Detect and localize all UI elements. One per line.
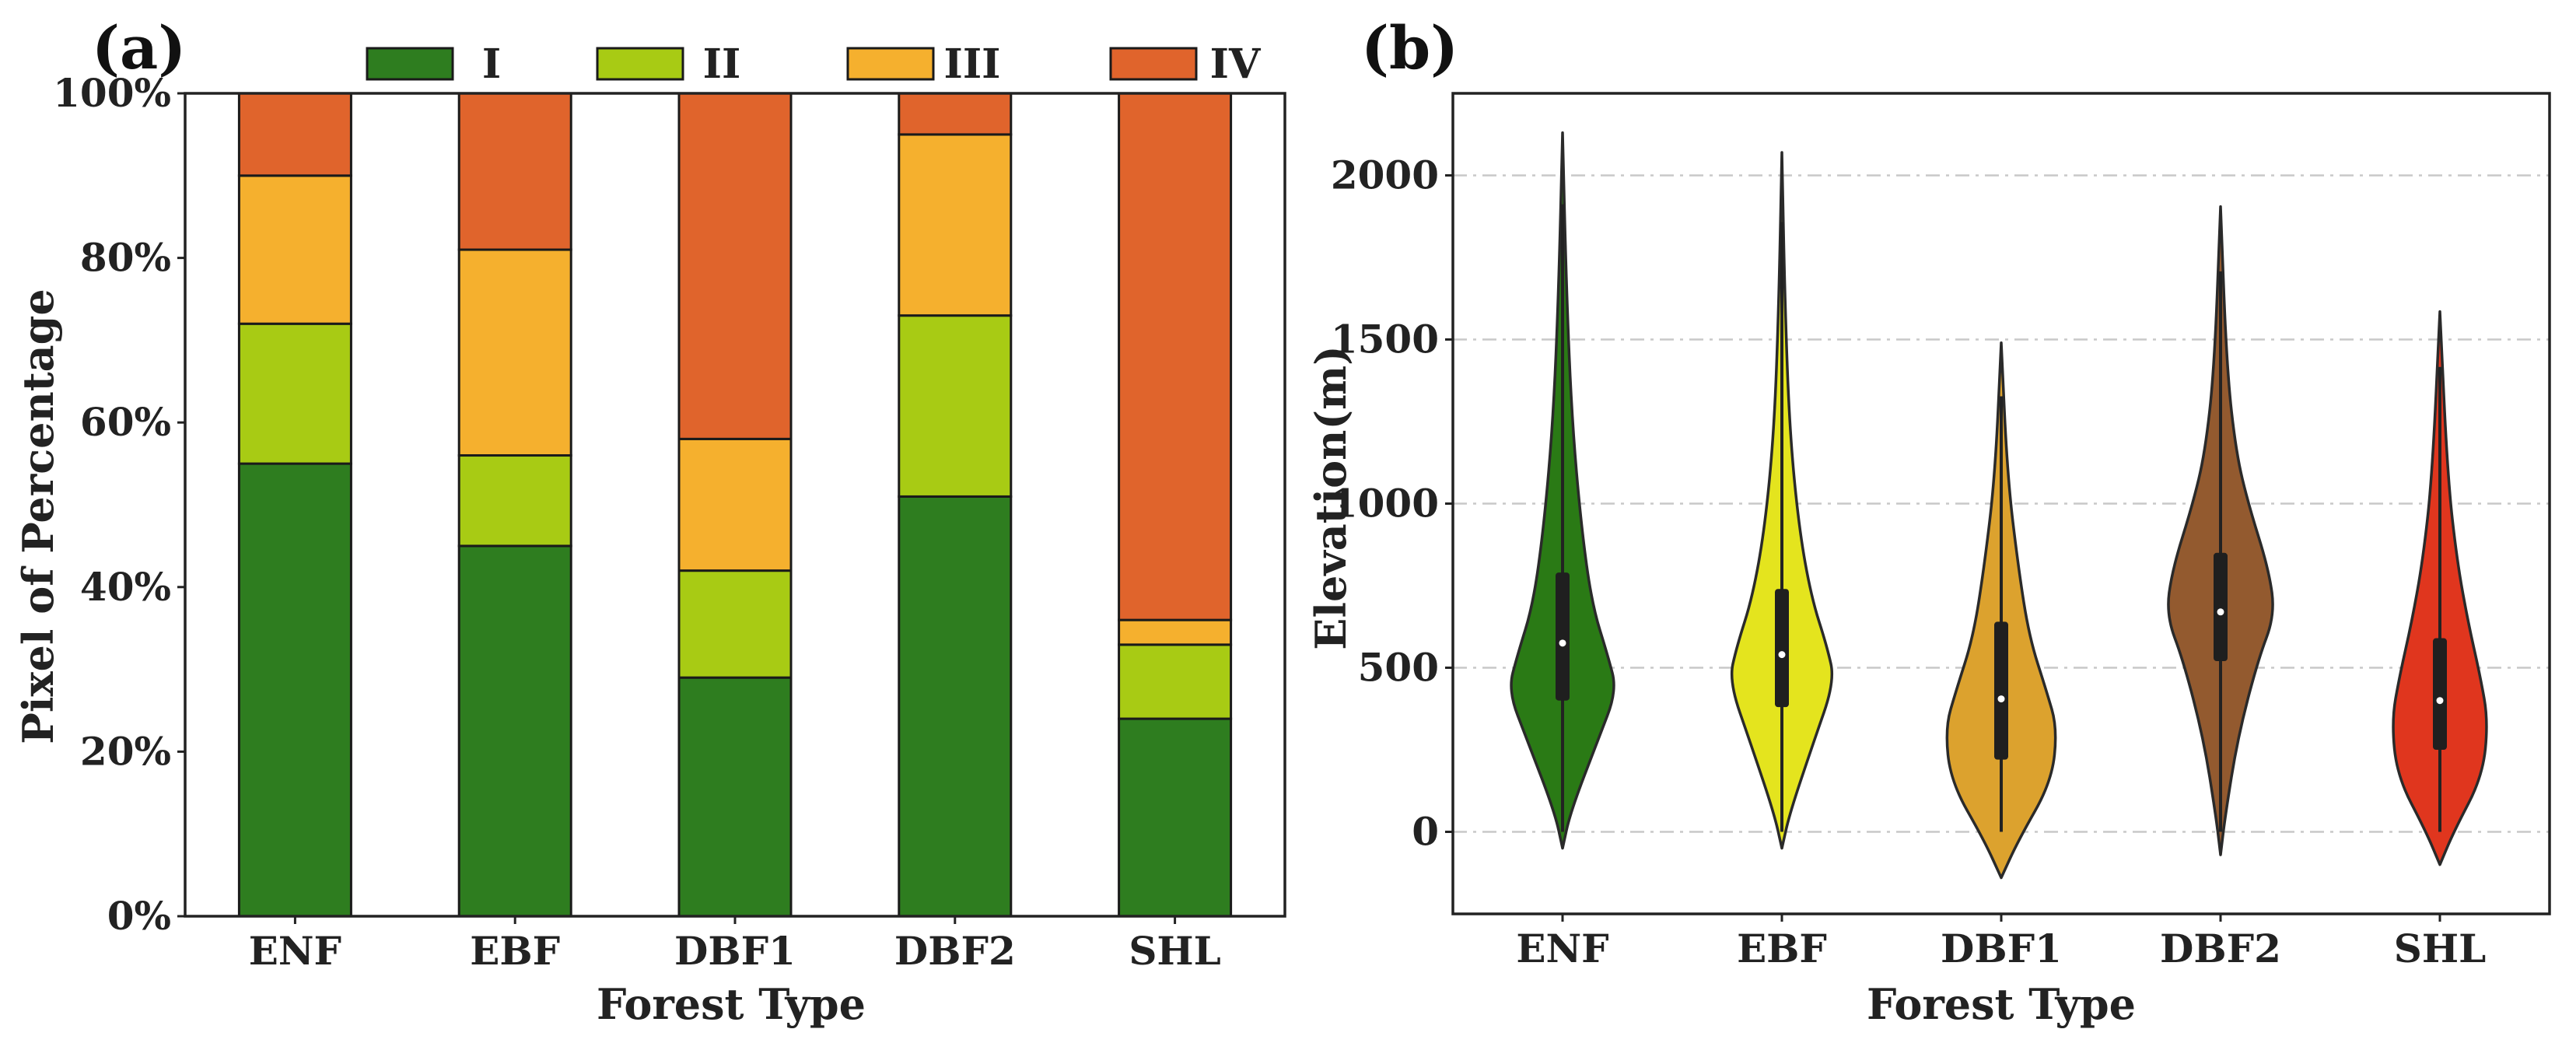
bar-segment-dbf1-iii — [677, 437, 793, 572]
panel-a-x-tick-label-ebf: EBF — [470, 928, 560, 974]
panel-a-x-tick-label-enf: ENF — [249, 928, 341, 974]
panel-b-axes-frame — [1451, 92, 2551, 915]
bar-segment-dbf2-iv — [898, 92, 1013, 136]
bar-segment-shl-i — [1118, 717, 1233, 918]
bar-segment-enf-iii — [237, 174, 352, 325]
bar-segment-ebf-i — [457, 544, 572, 918]
panel-b-violin-chart: (b) 0 500 1000 1500 2000 ENF EBF DBF1 DBF2 SHL Fo… — [1306, 13, 2551, 1029]
panel-b-x-tick-label-shl: SHL — [2394, 926, 2487, 971]
panel-b-y-tick-label: 2000 — [1331, 152, 1439, 198]
panel-a-y-tick-label: 0% — [107, 893, 171, 939]
panel-a-stacked-bar-chart: (a) I II III IV ENF EBF DBF1 DBF2 SHL0%20%40%60… — [13, 13, 1286, 1029]
iqr-box-dbf2 — [2214, 552, 2228, 662]
panel-b-y-tick-label: 0 — [1412, 809, 1439, 855]
iqr-box-dbf1 — [1994, 621, 2008, 760]
panel-b-x-tick-label-dbf2: DBF2 — [2160, 926, 2281, 971]
panel-b-y-axis-label: Elevation(m) — [1306, 345, 1356, 649]
panel-a-plot-area: ENF EBF DBF1 DBF2 SHL 0% 20% 40% 60% 80% 100% — [53, 70, 1286, 974]
legend-swatch-ii — [596, 47, 684, 81]
panel-b-y-tick-label: 1000 — [1331, 481, 1439, 527]
bar-segment-enf-i — [237, 462, 352, 918]
panel-a-y-tick-label: 80% — [80, 235, 171, 281]
panel-b-x-tick-label-enf: ENF — [1516, 926, 1608, 971]
bar-segment-dbf2-i — [898, 495, 1013, 918]
bar-segment-dbf1-iv — [677, 92, 793, 440]
panel-a-axes-frame — [184, 92, 1286, 918]
bar-segment-enf-ii — [237, 322, 352, 465]
legend-label-i: I — [482, 40, 501, 88]
iqr-box-ebf — [1775, 589, 1789, 708]
panel-a-y-tick-label: 100% — [53, 70, 171, 116]
panel-a-x-tick-label-dbf1: DBF1 — [674, 928, 796, 974]
median-marker-shl — [2436, 697, 2444, 705]
panel-b-y-tick-label: 1500 — [1331, 317, 1439, 362]
legend-swatch-i — [366, 47, 454, 81]
median-marker-enf — [1559, 639, 1566, 647]
median-marker-ebf — [1778, 651, 1786, 659]
bar-segment-shl-iv — [1118, 92, 1233, 621]
iqr-box-enf — [1556, 572, 1570, 701]
panel-b-x-tick-label-ebf: EBF — [1737, 926, 1827, 971]
bar-segment-dbf1-i — [677, 676, 793, 918]
bar-segment-enf-iv — [237, 92, 352, 177]
bar-segment-ebf-iii — [457, 248, 572, 457]
legend-swatch-iv — [1109, 47, 1198, 81]
bar-segment-dbf1-ii — [677, 569, 793, 679]
panel-a-y-tick-label: 60% — [80, 399, 171, 445]
median-marker-dbf2 — [2217, 608, 2224, 616]
bar-segment-shl-ii — [1118, 643, 1233, 720]
legend-label-iii: III — [944, 40, 1001, 88]
panel-b-y-tick-label: 500 — [1358, 645, 1439, 691]
legend-label-ii: II — [703, 40, 741, 88]
legend-label-iv: IV — [1210, 40, 1262, 88]
bar-segment-ebf-ii — [457, 454, 572, 548]
panel-b-label: (b) — [1361, 13, 1458, 82]
panel-a-x-tick-label-dbf2: DBF2 — [894, 928, 1016, 974]
panel-b-plot-area: 0 500 1000 1500 2000 ENF EBF DBF1 DBF2 SHL — [1331, 92, 2551, 971]
panel-a-label: (a) — [92, 13, 186, 82]
panel-a-y-axis-label: Pixel of Percentage — [13, 289, 63, 744]
legend-swatch-iii — [846, 47, 935, 81]
bar-segment-dbf2-ii — [898, 314, 1013, 498]
panel-b-x-axis-label: Forest Type — [1867, 979, 2136, 1029]
panel-a-y-tick-label: 40% — [80, 564, 171, 610]
bar-segment-ebf-iv — [457, 92, 572, 251]
panel-a-x-tick-label-shl: SHL — [1129, 928, 1221, 974]
bar-segment-shl-iii — [1118, 618, 1233, 646]
median-marker-dbf1 — [1997, 695, 2005, 703]
panel-a-legend: I II III IV — [366, 40, 1262, 88]
panel-a-x-axis-label: Forest Type — [597, 979, 866, 1029]
panel-b-x-tick-label-dbf1: DBF1 — [1941, 926, 2062, 971]
iqr-box-shl — [2433, 638, 2447, 750]
bar-segment-dbf2-iii — [898, 133, 1013, 317]
panel-a-y-tick-label: 20% — [80, 728, 171, 774]
